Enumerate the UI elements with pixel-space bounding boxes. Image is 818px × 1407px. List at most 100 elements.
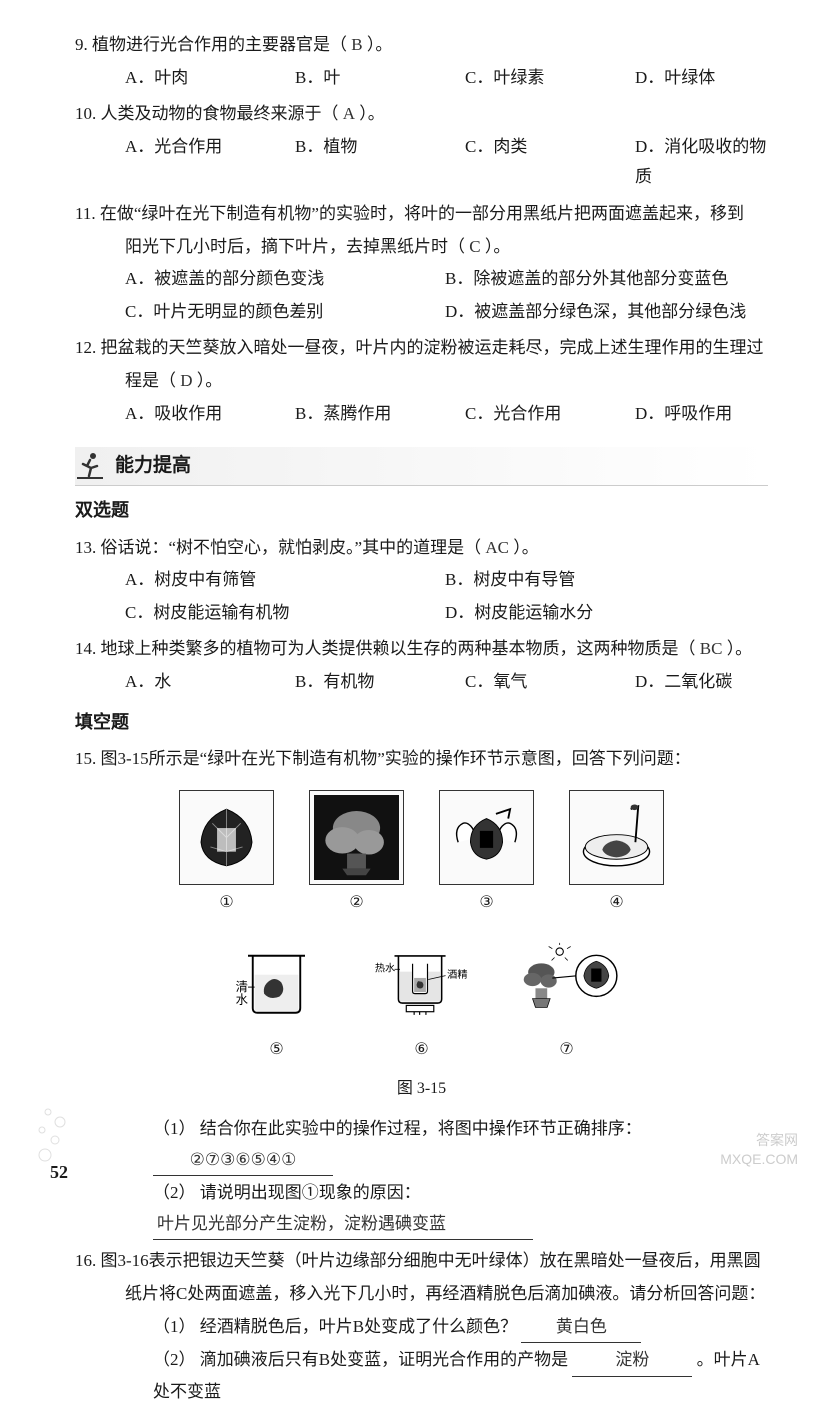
figure-row-1: ① ② ③ ④: [75, 790, 768, 918]
q11-opt-a: A．被遮盖的部分颜色变浅: [125, 264, 445, 295]
q11-opt-c: C．叶片无明显的颜色差别: [125, 297, 445, 328]
q12-text2: 程是（: [125, 371, 176, 390]
q12-line1: 12. 把盆栽的天竺葵放入暗处一昼夜，叶片内的淀粉被运走耗尽，完成上述生理作用的…: [75, 333, 768, 364]
q11-text-end: ）。: [485, 237, 511, 256]
fig-label-2: ②: [309, 889, 404, 918]
subsection-fillblank: 填空题: [75, 706, 768, 738]
q12-opt-c: C．光合作用: [465, 399, 635, 430]
q9-num: 9.: [75, 35, 88, 54]
q15-sub2-text: 请说明出现图①现象的原因：: [200, 1183, 421, 1202]
q14-num: 14.: [75, 639, 96, 658]
fig-item-4: ④: [569, 790, 664, 918]
q16-sub1-answer: 黄白色: [521, 1312, 641, 1344]
question-11: 11. 在做“绿叶在光下制造有机物”的实验时，将叶的一部分用黑纸片把两面遮盖起来…: [75, 199, 768, 327]
fig-img-2: [309, 790, 404, 885]
q15-sub1-text: 结合你在此实验中的操作过程，将图中操作环节正确排序：: [200, 1119, 642, 1138]
fig-item-6: 热水 酒精 ⑥: [367, 927, 477, 1065]
fig-label-4: ④: [569, 889, 664, 918]
section-title: 能力提高: [115, 449, 191, 483]
figure-caption: 图 3-15: [75, 1075, 768, 1104]
fig-img-4: [569, 790, 664, 885]
q16-text: 图3-16表示把银边天竺葵（叶片边缘部分细胞中无叶绿体）放在黑暗处一昼夜后，用黑…: [101, 1251, 761, 1270]
q16-sub1-text: 经酒精脱色后，叶片B处变成了什么颜色？: [200, 1317, 517, 1336]
q14-opt-b: B．有机物: [295, 667, 465, 698]
q11-line2: 阳光下几小时后，摘下叶片，去掉黑纸片时（ C ）。: [75, 232, 768, 263]
q16-sub2-answer: 淀粉: [572, 1345, 692, 1377]
q12-text-end: ）。: [197, 371, 223, 390]
q10-opt-c: C．肉类: [465, 132, 635, 193]
section-header: 能力提高: [75, 447, 768, 486]
q13-stem: 13. 俗话说：“树不怕空心，就怕剥皮。”其中的道理是（ AC ）。: [75, 533, 768, 564]
question-12: 12. 把盆栽的天竺葵放入暗处一昼夜，叶片内的淀粉被运走耗尽，完成上述生理作用的…: [75, 333, 768, 429]
q10-opt-d: D．消化吸收的物质: [635, 132, 768, 193]
q9-opt-a: A．叶肉: [125, 63, 295, 94]
svg-text:热水: 热水: [374, 962, 394, 975]
q14-options: A．水 B．有机物 C．氧气 D．二氧化碳: [75, 667, 768, 698]
q14-answer: BC: [700, 639, 723, 658]
fig-img-3: [439, 790, 534, 885]
q11-num: 11.: [75, 204, 96, 223]
q11-opt-d: D．被遮盖部分绿色深，其他部分绿色浅: [445, 297, 765, 328]
q10-answer: A: [343, 104, 355, 123]
fig-item-5: 清 水 ⑤: [222, 927, 332, 1065]
q16-sub2: （2） 滴加碘液后只有B处变蓝，证明光合作用的产物是 淀粉 。叶片A处不变蓝: [75, 1345, 768, 1407]
q15-sub2: （2） 请说明出现图①现象的原因： 叶片见光部分产生淀粉，淀粉遇碘变蓝: [75, 1178, 768, 1240]
q15-stem: 15. 图3-15所示是“绿叶在光下制造有机物”实验的操作环节示意图，回答下列问…: [75, 744, 768, 775]
watermark-line1: 答案网: [720, 1131, 798, 1151]
q15-sub2-label: （2）: [153, 1183, 196, 1202]
q13-opt-a: A．树皮中有筛管: [125, 565, 445, 596]
fig-img-7: [512, 927, 622, 1032]
q12-opt-b: B．蒸腾作用: [295, 399, 465, 430]
fig-img-1: [179, 790, 274, 885]
figure-3-15: ① ② ③ ④: [75, 790, 768, 1104]
question-10: 10. 人类及动物的食物最终来源于（ A ）。 A．光合作用 B．植物 C．肉类…: [75, 99, 768, 193]
q16-sub1: （1） 经酒精脱色后，叶片B处变成了什么颜色？ 黄白色: [75, 1312, 768, 1344]
q13-answer: AC: [485, 538, 509, 557]
fig-label-6: ⑥: [367, 1036, 477, 1065]
bubble-decoration-icon: [30, 1100, 80, 1170]
fig-item-1: ①: [179, 790, 274, 918]
q11-answer: C: [469, 237, 480, 256]
q9-text-end: ）。: [367, 35, 393, 54]
q13-opt-b: B．树皮中有导管: [445, 565, 765, 596]
question-9: 9. 植物进行光合作用的主要器官是（ B ）。 A．叶肉 B．叶 C．叶绿素 D…: [75, 30, 768, 93]
q16-sub1-label: （1）: [153, 1317, 196, 1336]
q12-num: 12.: [75, 338, 96, 357]
q11-options-row1: A．被遮盖的部分颜色变浅 B．除被遮盖的部分外其他部分变蓝色: [75, 264, 768, 295]
q15-text: 图3-15所示是“绿叶在光下制造有机物”实验的操作环节示意图，回答下列问题：: [101, 749, 691, 768]
q9-stem: 9. 植物进行光合作用的主要器官是（ B ）。: [75, 30, 768, 61]
fig-img-5: 清 水: [222, 927, 332, 1032]
q12-line2: 程是（ D ）。: [75, 366, 768, 397]
svg-text:酒精: 酒精: [447, 968, 467, 981]
q11-text: 在做“绿叶在光下制造有机物”的实验时，将叶的一部分用黑纸片把两面遮盖起来，移到: [100, 204, 744, 223]
fig-label-1: ①: [179, 889, 274, 918]
q16-num: 16.: [75, 1251, 96, 1270]
fig-label-5: ⑤: [222, 1036, 332, 1065]
question-13: 13. 俗话说：“树不怕空心，就怕剥皮。”其中的道理是（ AC ）。 A．树皮中…: [75, 533, 768, 629]
q16-line2: 纸片将C处两面遮盖，移入光下几小时，再经酒精脱色后滴加碘液。请分析回答问题：: [75, 1279, 768, 1310]
q12-answer: D: [180, 371, 192, 390]
q10-opt-a: A．光合作用: [125, 132, 295, 193]
svg-text:水: 水: [236, 994, 249, 1008]
q15-sub2-answer: 叶片见光部分产生淀粉，淀粉遇碘变蓝: [153, 1209, 533, 1241]
fig-label-7: ⑦: [512, 1036, 622, 1065]
fig-item-7: ⑦: [512, 927, 622, 1065]
q11-options-row2: C．叶片无明显的颜色差别 D．被遮盖部分绿色深，其他部分绿色浅: [75, 297, 768, 328]
q16-sub2-text: 滴加碘液后只有B处变蓝，证明光合作用的产物是: [200, 1350, 568, 1369]
q15-num: 15.: [75, 749, 96, 768]
question-15: 15. 图3-15所示是“绿叶在光下制造有机物”实验的操作环节示意图，回答下列问…: [75, 744, 768, 1240]
q14-text-end: ）。: [727, 639, 753, 658]
q13-text-end: ）。: [513, 538, 539, 557]
svg-text:清: 清: [236, 980, 248, 994]
q16-sub2-label: （2）: [153, 1350, 196, 1369]
q14-opt-d: D．二氧化碳: [635, 667, 768, 698]
q14-opt-c: C．氧气: [465, 667, 635, 698]
q15-sub1-answer: ②⑦③⑥⑤④①: [153, 1145, 333, 1177]
q13-opt-c: C．树皮能运输有机物: [125, 598, 445, 629]
fig-item-3: ③: [439, 790, 534, 918]
fig-item-2: ②: [309, 790, 404, 918]
q11-opt-b: B．除被遮盖的部分外其他部分变蓝色: [445, 264, 765, 295]
q13-num: 13.: [75, 538, 96, 557]
q11-text2: 阳光下几小时后，摘下叶片，去掉黑纸片时（: [125, 237, 465, 256]
q13-opt-d: D．树皮能运输水分: [445, 598, 765, 629]
